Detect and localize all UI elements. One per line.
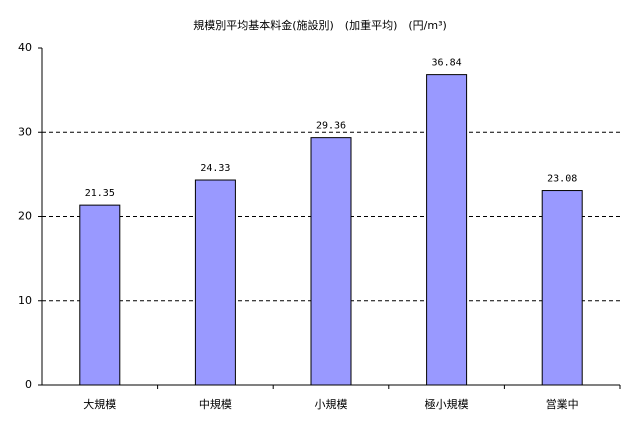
bar [79, 204, 121, 386]
value-label: 29.36 [316, 121, 346, 132]
y-tick-label: 30 [18, 125, 32, 138]
value-label: 24.33 [200, 163, 230, 174]
bar [541, 190, 583, 386]
value-label: 23.08 [547, 174, 577, 185]
y-tick-label: 40 [18, 41, 32, 54]
x-tick-label: 中規模 [199, 397, 232, 411]
x-tick-label: 極小規模 [425, 397, 469, 411]
bar [194, 179, 236, 386]
y-tick-label: 20 [18, 210, 32, 223]
y-tick-label: 10 [18, 294, 32, 307]
value-label: 21.35 [85, 188, 115, 199]
bar [310, 137, 352, 386]
value-label: 36.84 [432, 58, 462, 69]
y-tick-label: 0 [25, 378, 32, 391]
x-tick-label: 小規模 [315, 397, 348, 411]
x-tick-label: 営業中 [546, 397, 579, 411]
bar [426, 74, 468, 386]
chart-title: 規模別平均基本料金(施設別) (加重平均) (円/m³) [193, 18, 447, 32]
x-tick-label: 大規模 [83, 397, 116, 411]
